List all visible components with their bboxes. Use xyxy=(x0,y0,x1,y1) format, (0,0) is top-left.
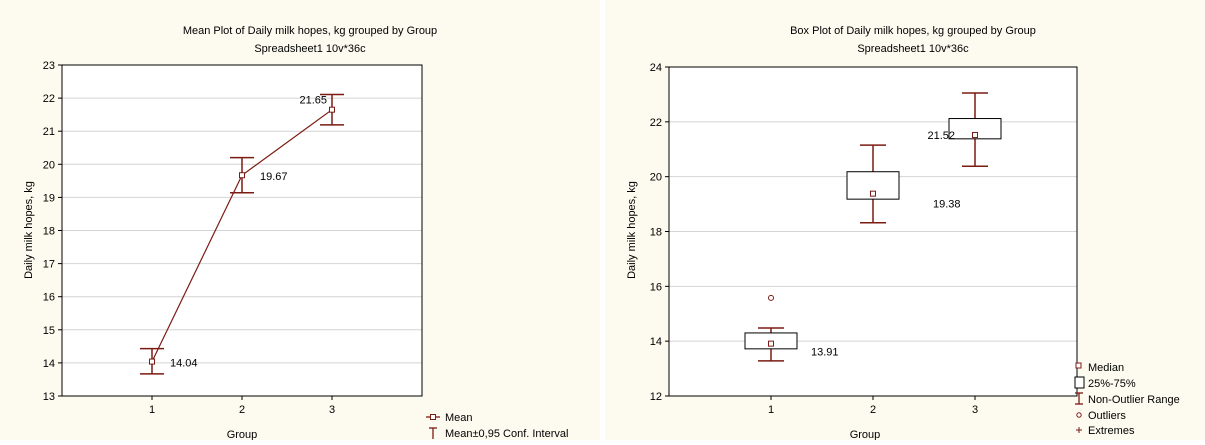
mean-point xyxy=(149,358,155,365)
mean-point xyxy=(329,106,335,113)
median-marker xyxy=(870,190,876,197)
mean-plot-y-tick-label: 13 xyxy=(43,391,55,403)
mean-plot-x-tick-label: 3 xyxy=(329,404,335,416)
legend-label-median: Median xyxy=(1088,362,1124,374)
legend-label-mean: Mean xyxy=(445,412,473,424)
legend-extreme-marker xyxy=(1076,427,1082,433)
mean-value-label: 14.04 xyxy=(170,358,198,370)
legend-iqr-box xyxy=(1074,376,1085,389)
mean-plot-y-tick-label: 21 xyxy=(43,126,55,138)
legend-label-extremes: Extremes xyxy=(1088,425,1135,437)
box-plot-y-tick-label: 20 xyxy=(650,172,662,184)
mean-plot-y-tick-label: 16 xyxy=(43,292,55,304)
legend-label-range: Non-Outlier Range xyxy=(1088,394,1180,406)
box-plot-chart: Box Plot of Daily milk hopes, kg grouped… xyxy=(626,25,1180,441)
mean-plot-subtitle: Spreadsheet1 10v*36c xyxy=(254,43,366,55)
mean-plot-y-tick-label: 14 xyxy=(43,358,55,370)
outlier-point xyxy=(768,294,774,301)
box-plot-y-tick-label: 22 xyxy=(650,117,662,129)
median-marker xyxy=(768,340,774,347)
mean-plot-panel: Mean Plot of Daily milk hopes, kg groupe… xyxy=(0,0,600,441)
mean-plot-plot-frame xyxy=(61,64,423,397)
legend-label-outliers: Outliers xyxy=(1088,410,1126,422)
box-plot-panel: Box Plot of Daily milk hopes, kg grouped… xyxy=(605,0,1205,441)
median-value-label: 13.91 xyxy=(811,347,839,359)
legend-label-iqr: 25%-75% xyxy=(1088,378,1136,390)
mean-plot-y-tick-label: 19 xyxy=(43,192,55,204)
panel-gap xyxy=(600,0,605,440)
median-value-label: 19.38 xyxy=(933,199,961,211)
box-plot-y-tick-label: 14 xyxy=(650,336,662,348)
mean-plot-y-tick-label: 18 xyxy=(43,226,55,238)
box-plot-title: Box Plot of Daily milk hopes, kg grouped… xyxy=(790,25,1036,37)
mean-plot-x-tick-label: 1 xyxy=(149,404,155,416)
box-plot-x-tick-label: 1 xyxy=(768,404,774,416)
legend-median-marker xyxy=(1075,362,1082,369)
box-plot-y-tick-label: 24 xyxy=(650,62,662,74)
mean-point xyxy=(239,172,245,179)
legend-mean-marker xyxy=(430,414,436,420)
box-plot-y-tick-label: 12 xyxy=(650,391,662,403)
mean-plot-y-tick-label: 23 xyxy=(43,60,55,72)
box-plot-x-axis-label: Group xyxy=(850,429,881,440)
mean-plot-y-tick-label: 20 xyxy=(43,159,55,171)
mean-value-label: 19.67 xyxy=(260,171,288,183)
mean-plot-x-axis-label: Group xyxy=(227,429,258,440)
box-plot-y-tick-label: 16 xyxy=(650,281,662,293)
mean-plot-x-tick-label: 2 xyxy=(239,404,245,416)
box-plot-subtitle: Spreadsheet1 10v*36c xyxy=(857,43,969,55)
box-plot-y-axis-label: Daily milk hopes, kg xyxy=(626,181,638,279)
box-plot-x-tick-label: 3 xyxy=(972,404,978,416)
mean-plot-chart: Mean Plot of Daily milk hopes, kg groupe… xyxy=(23,25,568,441)
mean-value-label: 21.65 xyxy=(299,95,327,107)
median-marker xyxy=(972,131,978,138)
median-value-label: 21.52 xyxy=(927,130,955,142)
legend-outlier-marker xyxy=(1076,412,1082,418)
box-plot-x-tick-label: 2 xyxy=(870,404,876,416)
mean-plot-y-tick-label: 22 xyxy=(43,93,55,105)
box-plot-plot-frame xyxy=(668,66,1078,397)
iqr-box xyxy=(948,118,1002,140)
mean-plot-y-tick-label: 15 xyxy=(43,325,55,337)
legend-label-ci: Mean±0,95 Conf. Interval xyxy=(445,428,568,440)
mean-plot-y-axis-label: Daily milk hopes, kg xyxy=(23,181,35,279)
box-plot-y-tick-label: 18 xyxy=(650,227,662,239)
mean-plot-y-tick-label: 17 xyxy=(43,259,55,271)
mean-plot-title: Mean Plot of Daily milk hopes, kg groupe… xyxy=(183,25,437,37)
